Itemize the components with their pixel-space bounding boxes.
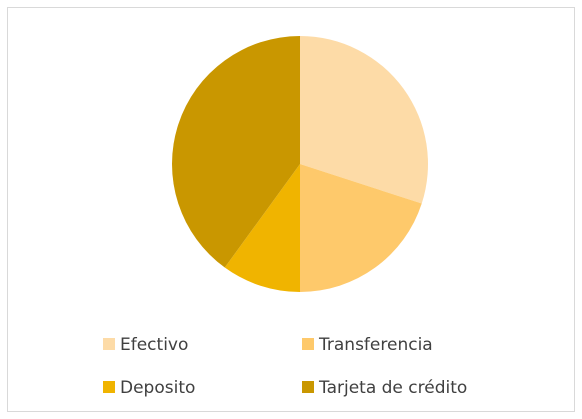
pie-slice	[300, 164, 422, 292]
legend-swatch	[302, 381, 314, 393]
pie-slice	[300, 36, 428, 204]
pie-slice	[224, 164, 300, 292]
legend-label: Tarjeta de crédito	[318, 378, 467, 398]
legend-swatch	[103, 338, 115, 350]
legend-label: Efectivo	[120, 335, 188, 355]
legend-label: Transferencia	[318, 335, 433, 355]
legend-swatch	[103, 381, 115, 393]
pie-slice	[172, 36, 300, 268]
legend-label: Deposito	[120, 378, 195, 398]
legend-swatch	[302, 338, 314, 350]
